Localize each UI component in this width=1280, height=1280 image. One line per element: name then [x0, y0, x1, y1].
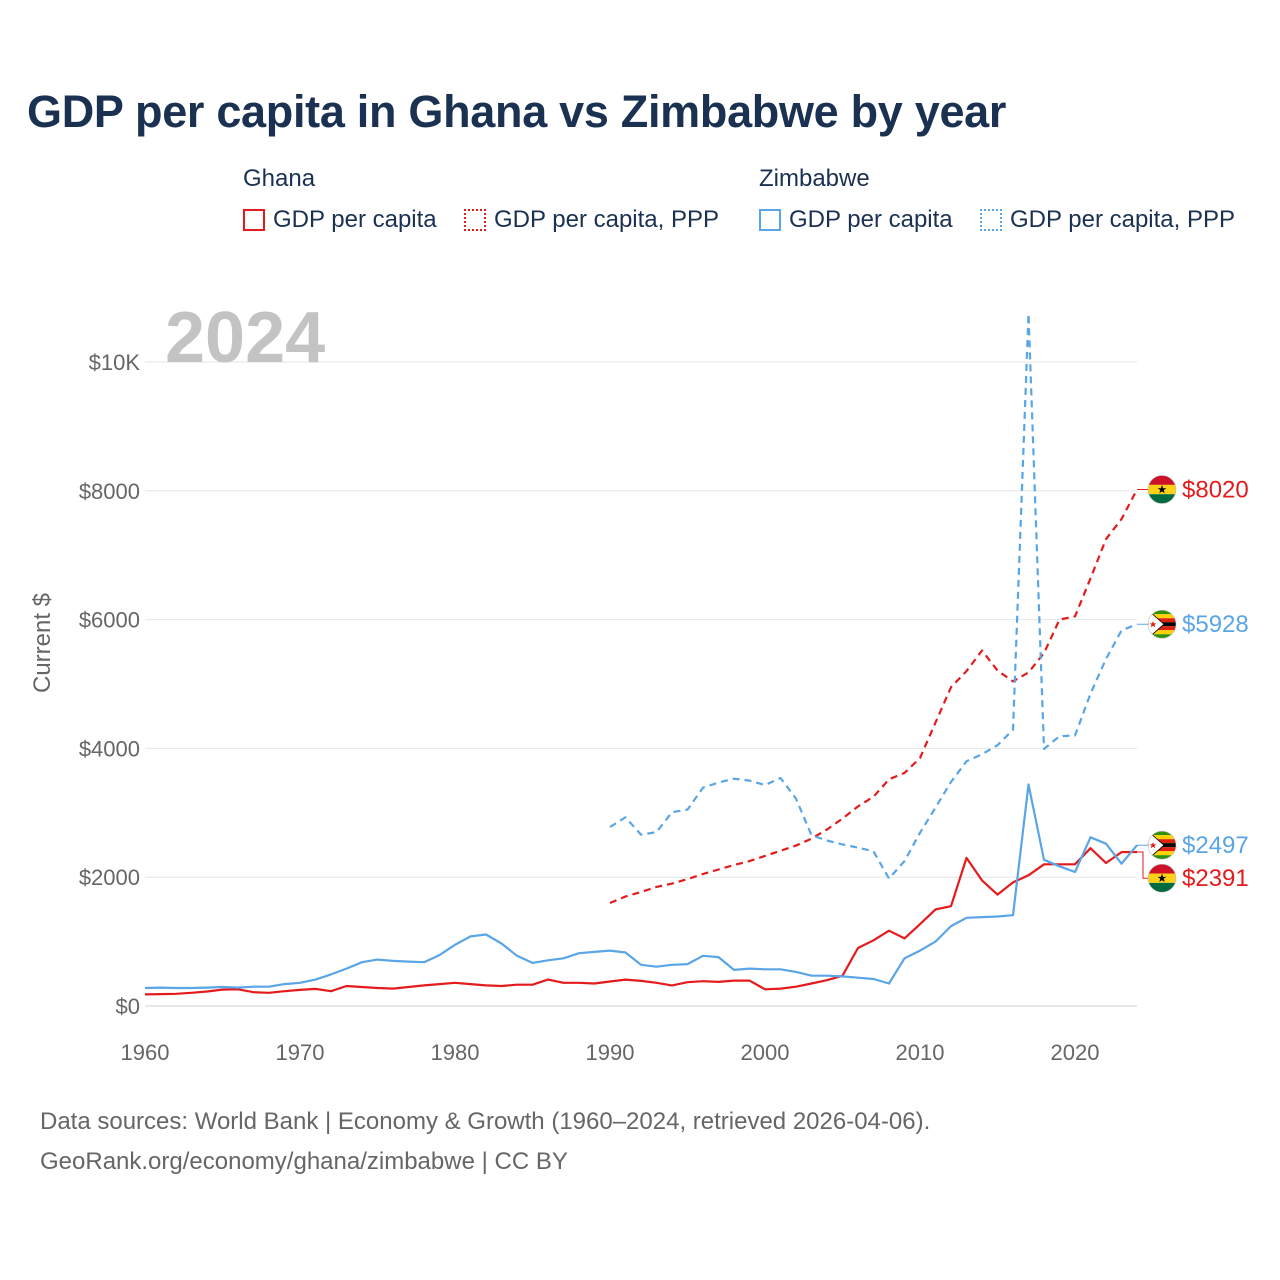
chart-title: GDP per capita in Ghana vs Zimbabwe by y… — [27, 86, 1007, 137]
zimbabwe-flag-icon — [1147, 609, 1177, 639]
legend-group-zimbabwe: Zimbabwe — [759, 165, 870, 192]
legend-group-ghana: Ghana — [243, 165, 316, 192]
end-label-ghana-gdp: $2391 — [1182, 865, 1249, 892]
x-tick-label: 1970 — [276, 1040, 325, 1065]
y-tick-label: $0 — [116, 994, 140, 1019]
series-lines — [144, 312, 1138, 996]
series-line-zimbabwe-gdp — [144, 783, 1138, 990]
end-label-ghana-ppp: $8020 — [1182, 477, 1249, 504]
series-line-ghana-ppp — [609, 488, 1138, 905]
legend-zimbabwe-gdp[interactable]: GDP per capita — [759, 206, 953, 234]
end-leader-line — [1137, 851, 1149, 879]
ghana-flag-icon — [1147, 863, 1177, 893]
legend-ghana-gdp[interactable]: GDP per capita — [243, 206, 437, 234]
footer-sources: Data sources: World Bank | Economy & Gro… — [40, 1108, 931, 1135]
legend-label-ghana-ppp: GDP per capita, PPP — [494, 206, 719, 233]
y-tick-label: $2000 — [79, 865, 140, 890]
series-line-zimbabwe-ppp — [609, 312, 1138, 880]
legend-ghana-ppp[interactable]: GDP per capita, PPP — [464, 206, 719, 234]
legend-zimbabwe-ppp[interactable]: GDP per capita, PPP — [980, 206, 1235, 234]
x-tick-label: 2020 — [1051, 1040, 1100, 1065]
y-axis: $0 $2000 $4000 $6000 $8000 $10K — [79, 350, 141, 1019]
gridlines — [145, 361, 1137, 1007]
legend-label-zimbabwe-gdp: GDP per capita — [789, 206, 953, 233]
x-tick-label: 1990 — [586, 1040, 635, 1065]
zimbabwe-flag-icon — [1147, 830, 1177, 860]
y-tick-label: $4000 — [79, 736, 140, 761]
x-tick-label: 2010 — [896, 1040, 945, 1065]
end-label-zimbabwe-gdp: $2497 — [1182, 832, 1249, 859]
legend-swatch-ghana-ppp — [464, 209, 486, 231]
end-label-zimbabwe-ppp: $5928 — [1182, 611, 1249, 638]
legend-swatch-zimbabwe-ppp — [980, 209, 1002, 231]
end-labels: $8020 $5928 $2497 $2391 — [1137, 475, 1249, 893]
y-tick-label: $10K — [89, 350, 141, 375]
y-axis-label: Current $ — [29, 593, 56, 693]
series-line-ghana-gdp — [144, 847, 1138, 996]
year-watermark: 2024 — [165, 298, 325, 378]
footer-credit: GeoRank.org/economy/ghana/zimbabwe | CC … — [40, 1148, 568, 1175]
x-tick-label: 1980 — [431, 1040, 480, 1065]
legend-swatch-ghana-gdp — [243, 209, 265, 231]
legend-label-zimbabwe-ppp: GDP per capita, PPP — [1010, 206, 1235, 233]
ghana-flag-icon — [1147, 475, 1177, 504]
x-tick-label: 1960 — [121, 1040, 170, 1065]
y-tick-label: $6000 — [79, 608, 140, 633]
x-tick-label: 2000 — [741, 1040, 790, 1065]
legend-label-ghana-gdp: GDP per capita — [273, 206, 437, 233]
legend-swatch-zimbabwe-gdp — [759, 209, 781, 231]
y-tick-label: $8000 — [79, 479, 140, 504]
x-axis: 1960 1970 1980 1990 2000 2010 2020 — [121, 1040, 1100, 1065]
